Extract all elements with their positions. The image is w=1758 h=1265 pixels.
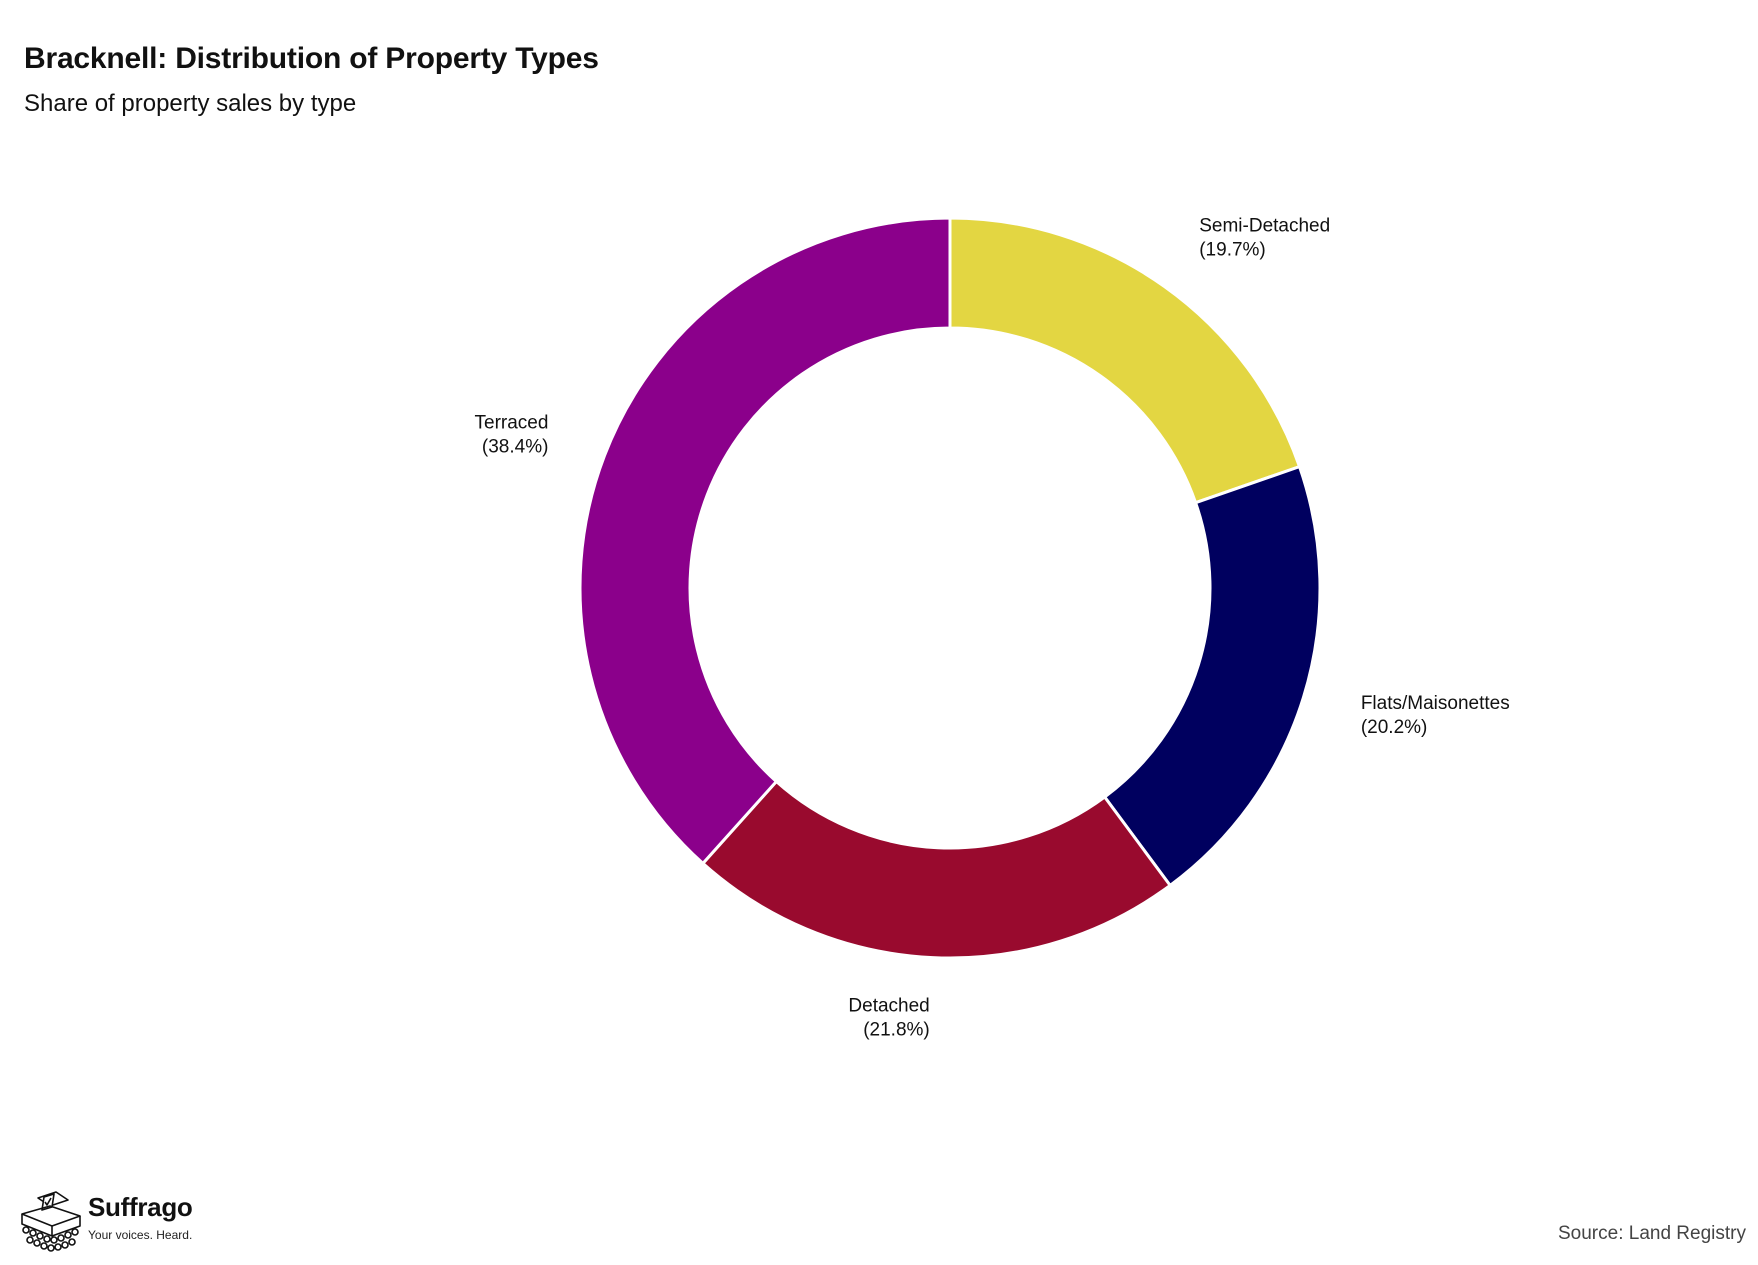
slice-name: Terraced [475, 412, 549, 433]
source-note: Source: Land Registry [1558, 1223, 1746, 1244]
slice-value: (19.7%) [1199, 240, 1266, 261]
slice-flats-maisonettes [1102, 464, 1322, 888]
slice-label-flats-maisonettes: Flats/Maisonettes (20.2%) [1361, 693, 1510, 738]
slice-label-terraced: Terraced (38.4%) [475, 412, 549, 457]
slice-value: (38.4%) [482, 436, 549, 457]
slice-semi-detached [948, 216, 1302, 505]
slice-name: Semi-Detached [1199, 216, 1330, 237]
logo-tagline: Your voices. Heard. [88, 1228, 193, 1242]
suffrago-logo: Suffrago Your voices. Heard. [16, 1190, 206, 1252]
ballot-box-crowd-icon [21, 1191, 81, 1252]
slice-labels: Semi-Detached (19.7%) Flats/Maisonettes (20… [475, 216, 1510, 1041]
slice-label-detached: Detached (21.8%) [848, 996, 929, 1041]
chart-title: Bracknell: Distribution of Property Type… [24, 42, 599, 75]
slice-terraced [578, 216, 952, 866]
chart-subtitle: Share of property sales by type [24, 90, 357, 117]
slice-value: (20.2%) [1361, 717, 1428, 738]
logo-name: Suffrago [88, 1192, 193, 1222]
donut-slices [578, 216, 1322, 960]
slice-name: Flats/Maisonettes [1361, 693, 1510, 714]
slice-name: Detached [848, 996, 929, 1017]
slice-value: (21.8%) [863, 1020, 930, 1041]
slice-label-semi-detached: Semi-Detached (19.7%) [1199, 216, 1330, 261]
slice-detached [700, 779, 1173, 960]
